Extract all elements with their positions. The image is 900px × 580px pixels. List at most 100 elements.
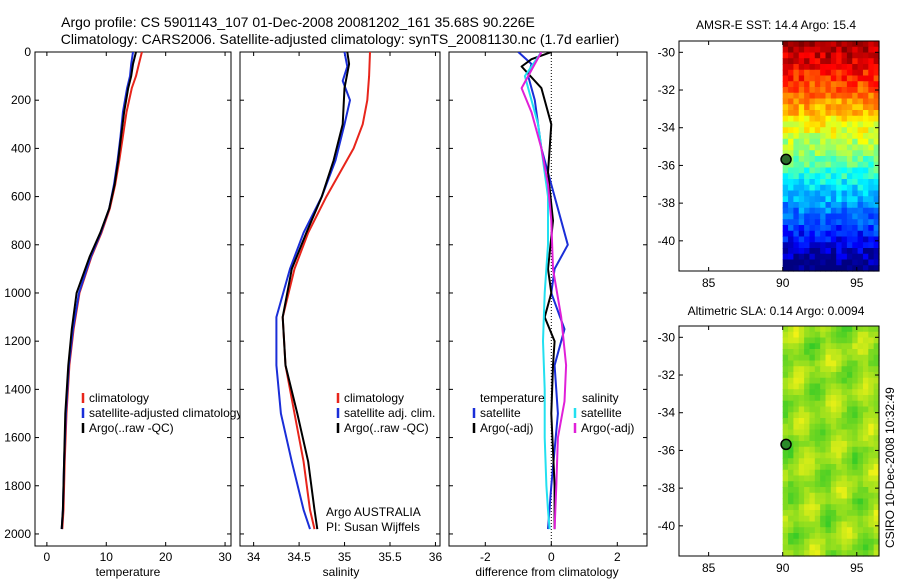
map-cell — [804, 452, 811, 459]
map-cell — [814, 481, 821, 488]
map-cell — [793, 41, 800, 48]
map-cell — [868, 92, 875, 100]
map-cell — [814, 498, 821, 505]
map-cell — [862, 173, 869, 180]
map-cell — [830, 259, 837, 266]
map-cell — [825, 150, 832, 157]
map-cell — [841, 104, 848, 111]
map-cell — [857, 429, 864, 436]
map-cell — [820, 81, 827, 88]
map-cell — [788, 326, 794, 333]
map-cell — [836, 213, 843, 220]
map-cell — [820, 435, 827, 442]
map-cell — [857, 504, 864, 511]
map-cell — [846, 504, 853, 511]
map-cell — [793, 253, 800, 261]
map-cell — [862, 377, 869, 385]
map-cell — [814, 515, 821, 523]
map-cell — [793, 219, 800, 226]
map-cell — [798, 435, 805, 442]
map-cell — [804, 230, 811, 238]
sst-map-panel: AMSR-E SST: 14.4 Argo: 15.4 -30-32-34-36… — [658, 18, 880, 290]
map-cell — [804, 544, 811, 551]
map-cell — [798, 331, 805, 339]
map-cell — [873, 173, 880, 180]
map-cell — [782, 366, 789, 373]
map-cell — [814, 366, 821, 373]
map-cell — [793, 184, 800, 192]
map-cell — [782, 326, 789, 333]
map-cell — [852, 412, 859, 419]
map-cell — [873, 504, 880, 511]
map-cell — [836, 41, 843, 48]
map-cell — [798, 58, 805, 65]
map-cell — [857, 515, 864, 523]
map-cell — [814, 354, 821, 362]
map-cell — [857, 219, 864, 226]
map-cell — [798, 510, 805, 517]
map-cell — [857, 104, 864, 111]
map-cell — [857, 167, 864, 174]
map-cell — [873, 98, 880, 105]
map-cell — [868, 46, 875, 54]
map-cell — [846, 383, 853, 390]
map-cell — [841, 196, 848, 203]
map-cell — [814, 452, 821, 459]
map-cell — [846, 389, 853, 396]
map-cell — [820, 418, 827, 425]
map-cell — [782, 418, 789, 425]
map-cell — [846, 349, 853, 356]
map-cell — [830, 179, 837, 186]
map-cell — [841, 475, 848, 482]
map-cell — [825, 366, 832, 373]
map-cell — [857, 366, 864, 373]
map-cell — [782, 69, 789, 77]
map-cell — [868, 435, 875, 442]
map-cell — [798, 492, 805, 500]
map-cell — [830, 265, 837, 272]
map-cell — [862, 265, 869, 272]
map-cell — [814, 98, 821, 105]
map-cell — [873, 236, 880, 243]
map-cell — [793, 452, 800, 459]
map-cell — [788, 58, 794, 65]
map-cell — [788, 92, 794, 100]
map-cell — [873, 498, 880, 505]
map-cell — [793, 383, 800, 390]
map-cell — [820, 156, 827, 163]
map-cell — [830, 190, 837, 197]
map-cell — [873, 213, 880, 220]
map-cell — [820, 441, 827, 448]
map-cell — [841, 219, 848, 226]
map-cell — [788, 469, 794, 477]
map-cell — [868, 504, 875, 511]
map-cell — [830, 64, 837, 71]
map-cell — [793, 515, 800, 523]
map-cell — [830, 354, 837, 362]
map-cell — [868, 121, 875, 128]
map-cell — [852, 104, 859, 111]
series-line-2 — [281, 52, 351, 530]
map-cell — [788, 161, 794, 169]
map-cell — [825, 510, 832, 517]
map-cell — [841, 156, 848, 163]
map-cell — [852, 464, 859, 471]
map-cell — [852, 521, 859, 528]
map-cell — [820, 207, 827, 215]
map-cell — [836, 58, 843, 65]
map-cell — [825, 248, 832, 255]
map-cell — [782, 127, 789, 134]
map-cell — [873, 331, 880, 339]
map-cell — [809, 196, 816, 203]
map-cell — [852, 242, 859, 249]
map-cell — [841, 400, 848, 408]
map-cell — [846, 550, 853, 557]
map-cell — [825, 377, 832, 385]
map-cell — [798, 538, 805, 546]
map-cell — [804, 475, 811, 482]
map-cell — [830, 150, 837, 157]
map-cell — [830, 98, 837, 105]
map-cell — [814, 81, 821, 88]
map-cell — [793, 87, 800, 94]
map-cell — [846, 173, 853, 180]
